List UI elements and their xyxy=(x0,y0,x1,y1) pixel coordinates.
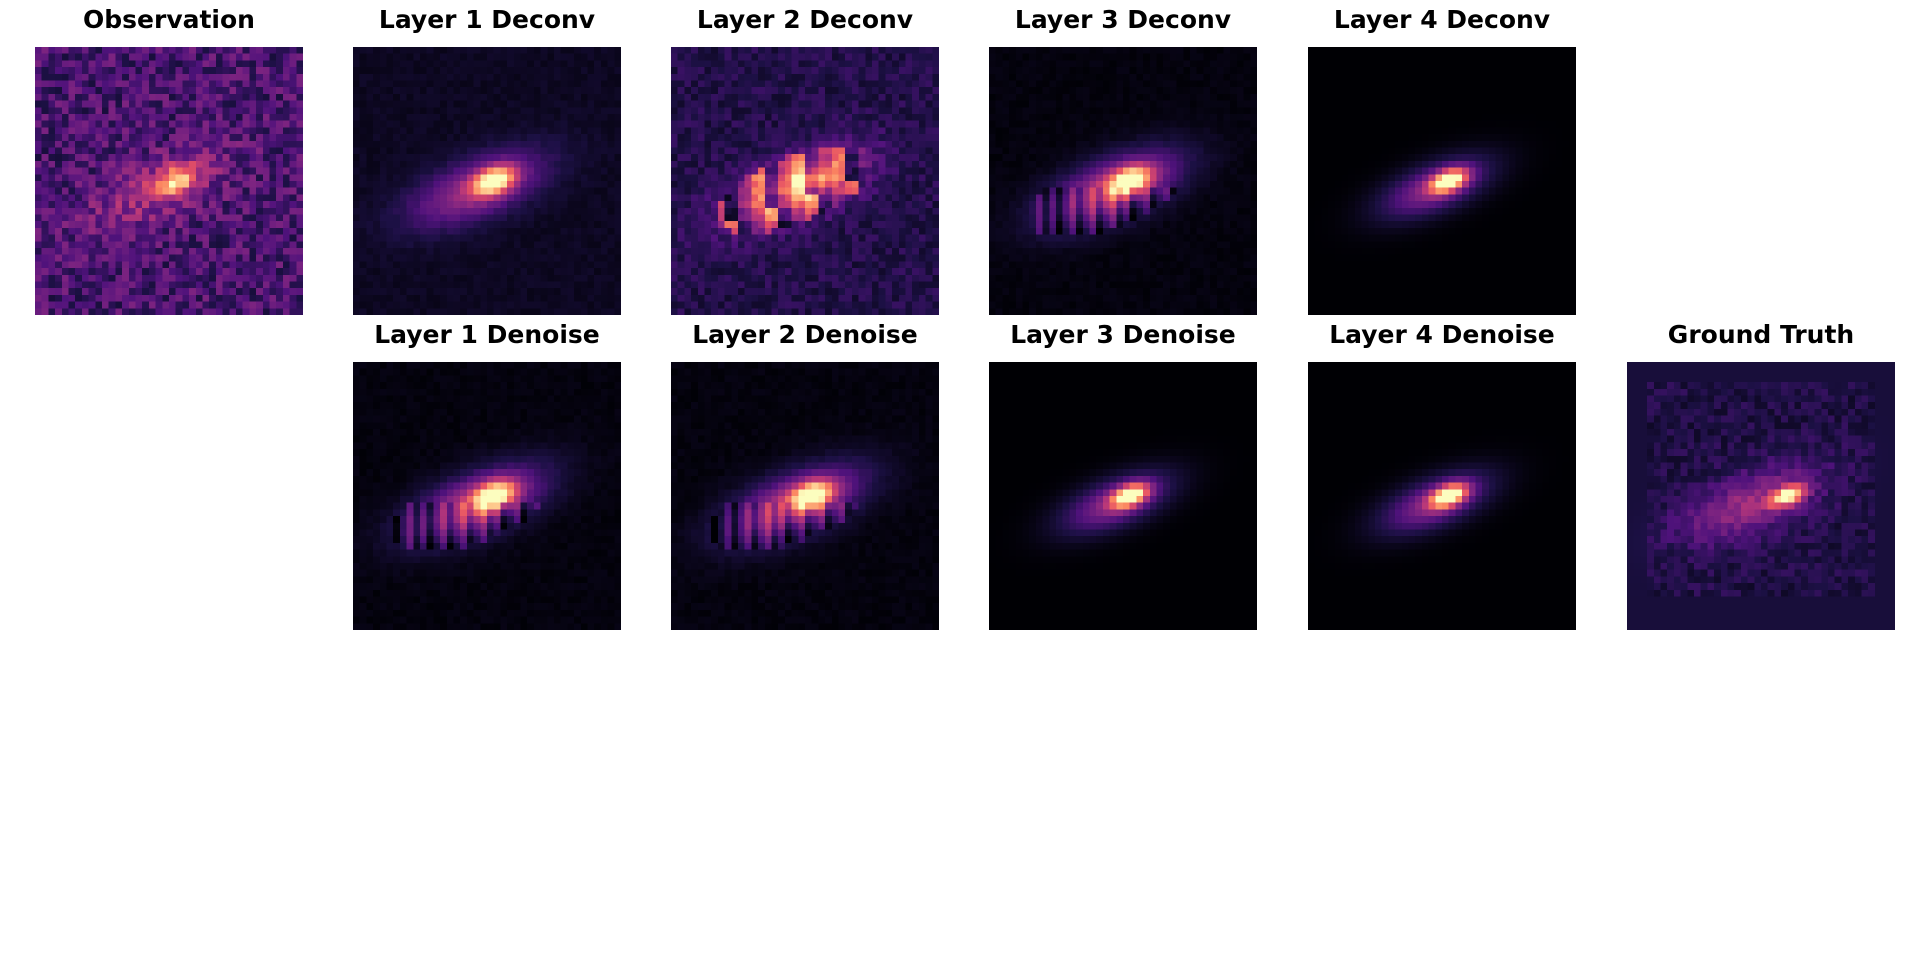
image-layer-3-deconv xyxy=(989,47,1257,315)
image-layer-3-denoise xyxy=(989,362,1257,630)
galaxy-image-l3-deconv xyxy=(989,47,1257,315)
image-layer-1-deconv xyxy=(353,47,621,315)
image-layer-2-deconv xyxy=(671,47,939,315)
panel-title-layer-4-denoise: Layer 4 Denoise xyxy=(1329,320,1555,349)
panel-title-layer-4-deconv: Layer 4 Deconv xyxy=(1333,5,1551,34)
galaxy-image-l4-denoise xyxy=(1308,362,1576,630)
panel-title-layer-3-denoise: Layer 3 Denoise xyxy=(1010,320,1236,349)
image-layer-4-deconv xyxy=(1308,47,1576,315)
panel-title-layer-3-deconv: Layer 3 Deconv xyxy=(1014,5,1232,34)
galaxy-image-ground-truth xyxy=(1627,362,1895,630)
galaxy-image-l1-denoise xyxy=(353,362,621,630)
galaxy-image-l2-deconv xyxy=(671,47,939,315)
galaxy-image-l2-denoise xyxy=(671,362,939,630)
image-ground-truth xyxy=(1627,362,1895,630)
panel-title-observation: Observation xyxy=(83,5,255,34)
galaxy-image-l3-denoise xyxy=(989,362,1257,630)
galaxy-image-l4-deconv xyxy=(1308,47,1576,315)
image-layer-4-denoise xyxy=(1308,362,1576,630)
panel-title-layer-2-denoise: Layer 2 Denoise xyxy=(692,320,918,349)
galaxy-image-l1-deconv xyxy=(353,47,621,315)
image-layer-2-denoise xyxy=(671,362,939,630)
panel-title-layer-1-denoise: Layer 1 Denoise xyxy=(374,320,600,349)
panel-title-ground-truth: Ground Truth xyxy=(1667,320,1855,349)
panel-title-layer-2-deconv: Layer 2 Deconv xyxy=(696,5,914,34)
image-layer-1-denoise xyxy=(353,362,621,630)
galaxy-image-observation xyxy=(35,47,303,315)
panel-title-layer-1-deconv: Layer 1 Deconv xyxy=(378,5,596,34)
image-observation xyxy=(35,47,303,315)
